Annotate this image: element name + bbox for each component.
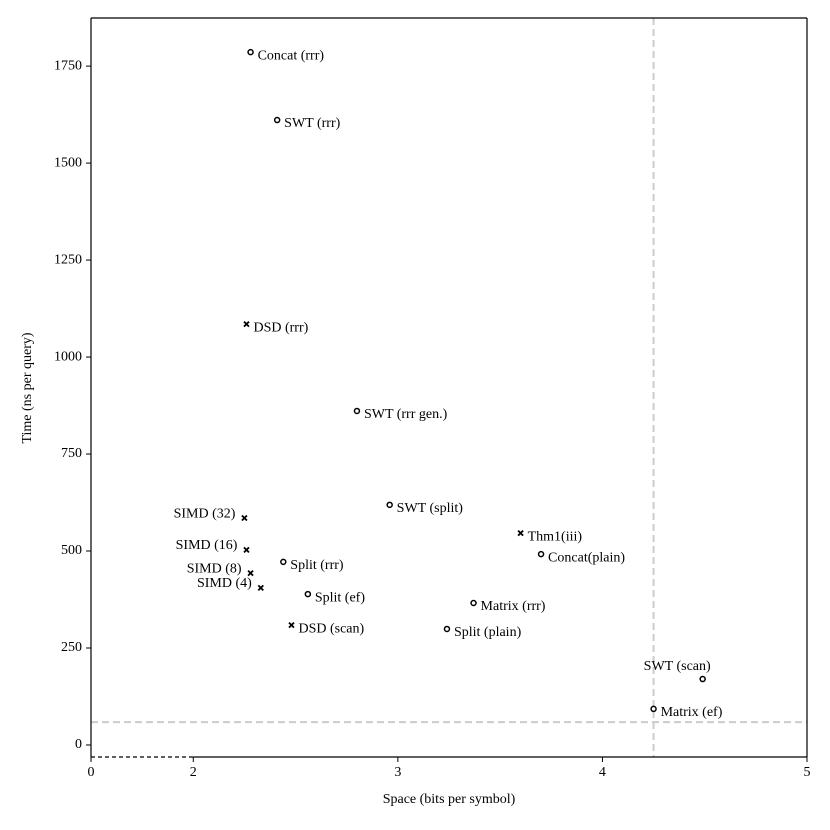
point-label: SIMD (4): [197, 576, 252, 591]
point-label: SIMD (32): [174, 506, 236, 521]
x-tick-label: 2: [190, 765, 197, 780]
point-circle: [537, 550, 545, 558]
point-circle: [353, 407, 361, 415]
point-circle: [304, 590, 312, 598]
point-label: Matrix (ef): [661, 705, 723, 720]
point-cross: [241, 514, 248, 522]
y-tick-label: 500: [61, 543, 82, 558]
point-label: DSD (scan): [298, 621, 364, 636]
point-label: SWT (rrr gen.): [364, 407, 448, 422]
x-tick-label: 3: [394, 765, 401, 780]
y-axis-label: Time (ns per query): [20, 332, 35, 443]
point-circle: [650, 705, 657, 713]
y-tick-label: 1500: [54, 155, 82, 170]
x-tick-label: 5: [804, 765, 811, 780]
point-circle: [443, 625, 451, 633]
point-cross: [243, 546, 250, 553]
point-label: SWT (rrr): [284, 116, 340, 131]
y-tick-label: 250: [61, 640, 82, 655]
point-cross: [257, 584, 264, 592]
point-cross: [517, 530, 524, 537]
point-circle: [280, 558, 287, 566]
point-cross: [243, 320, 250, 328]
point-label: Thm1(iii): [528, 529, 583, 544]
cross-stroke: [243, 320, 250, 328]
point-label: Split (ef): [315, 590, 365, 605]
cross-stroke: [517, 530, 524, 537]
x-tick-label: 0: [88, 765, 95, 780]
point-label: Matrix (rrr): [481, 599, 546, 614]
point-label: Concat (rrr): [258, 48, 325, 63]
y-tick-label: 750: [61, 446, 82, 461]
y-tick-label: 1250: [54, 252, 82, 267]
point-label: Split (plain): [454, 625, 522, 640]
cross-stroke: [241, 514, 248, 522]
y-tick-label: 1000: [54, 349, 82, 364]
y-tick-label: 0: [75, 737, 82, 752]
cross-stroke: [247, 569, 254, 577]
cross-stroke: [288, 621, 295, 629]
point-circle: [247, 48, 254, 56]
point-label: Concat(plain): [548, 550, 625, 565]
point-circle: [699, 675, 706, 683]
cross-stroke: [257, 584, 264, 592]
x-axis-label: Space (bits per symbol): [383, 792, 516, 807]
point-label: SWT (split): [397, 501, 464, 516]
point-circle: [273, 116, 281, 124]
point-circle: [470, 599, 477, 607]
cross-stroke: [243, 546, 250, 553]
point-cross: [288, 621, 295, 629]
point-label: SWT (scan): [644, 659, 711, 674]
point-label: SIMD (16): [176, 538, 238, 553]
point-label: SIMD (8): [187, 561, 242, 576]
x-tick-label: 4: [599, 765, 606, 780]
point-label: Split (rrr): [290, 558, 344, 573]
point-circle: [386, 501, 393, 509]
point-cross: [247, 569, 254, 577]
y-tick-label: 1750: [54, 58, 82, 73]
point-label: DSD (rrr): [253, 320, 308, 335]
